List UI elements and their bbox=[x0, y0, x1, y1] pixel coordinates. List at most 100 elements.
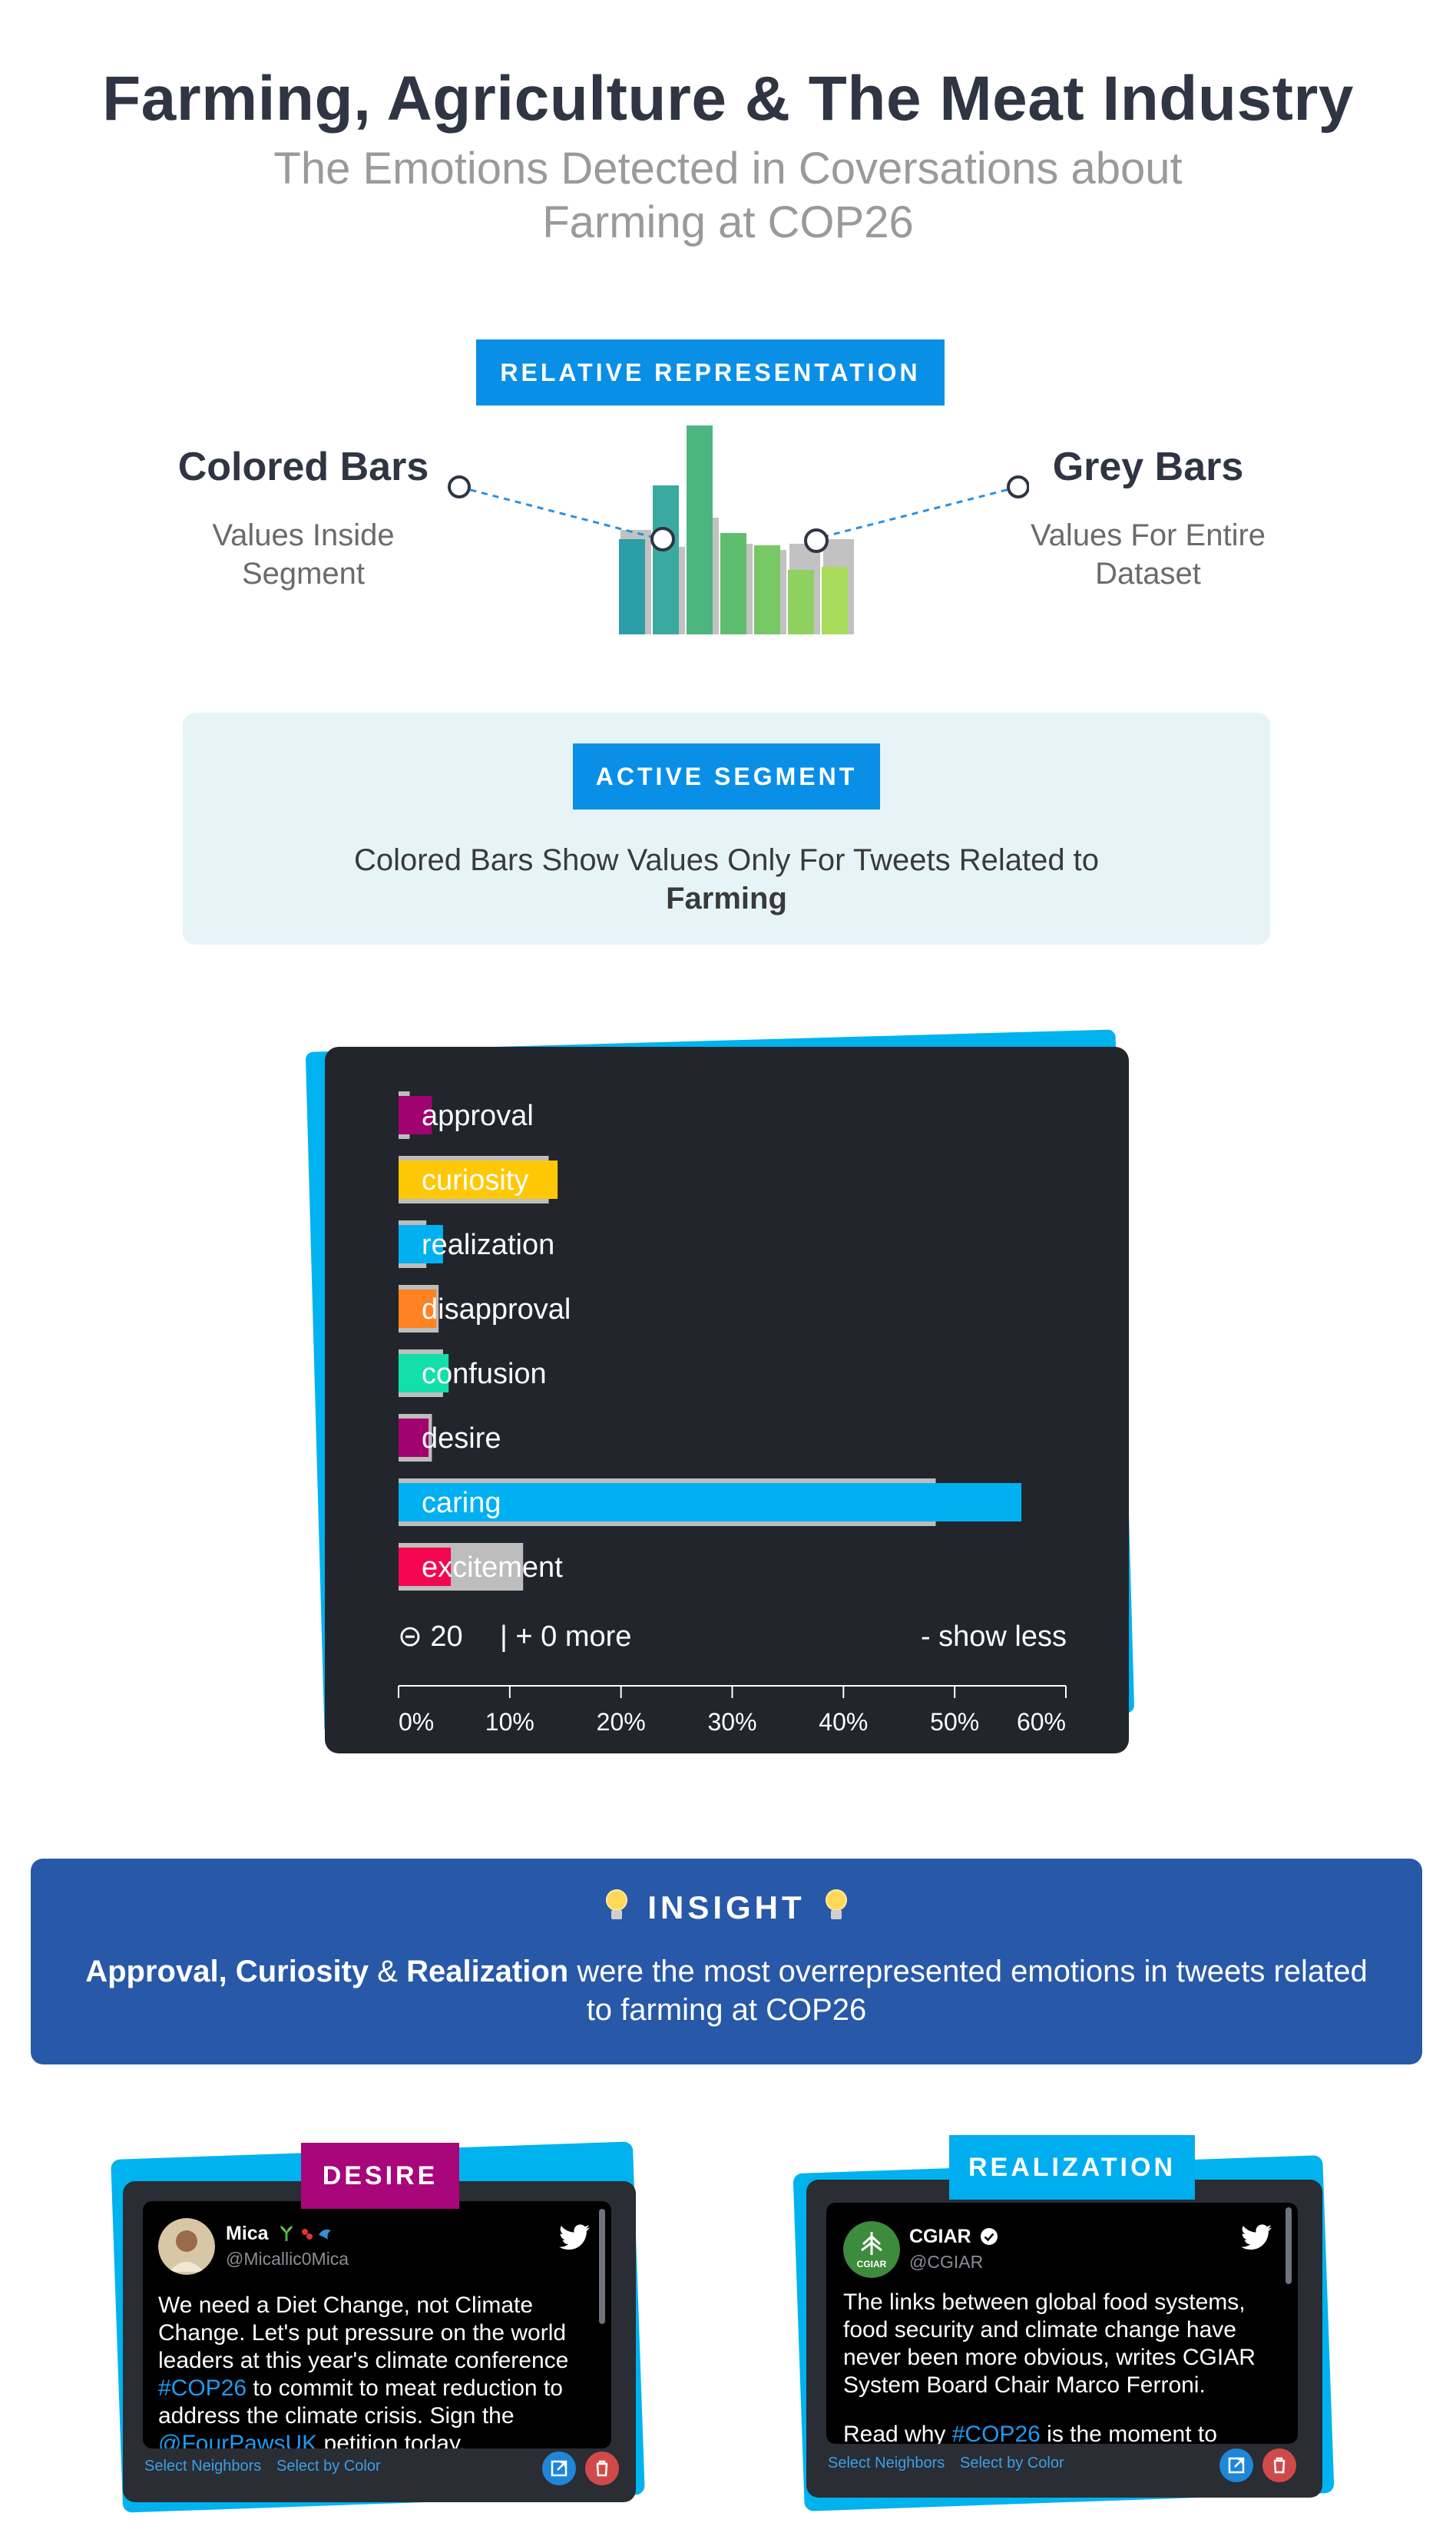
page-title: Farming, Agriculture & The Meat Industry bbox=[102, 64, 1354, 134]
x-tick-label: 10% bbox=[485, 1708, 534, 1736]
segment-bar-approval bbox=[399, 1096, 432, 1134]
legend-colored-bars bbox=[619, 425, 848, 634]
insight-emphasis-1: Approval, Curiosity bbox=[85, 1955, 369, 1988]
emotion-row-excitement[interactable]: excitement bbox=[399, 1543, 563, 1591]
tweet-text-part: The links between global food systems, f… bbox=[843, 2289, 1256, 2398]
tweet-content[interactable]: Mica @Micallic0Mica We need a Diet Chang… bbox=[143, 2201, 611, 2448]
x-tick-label: 40% bbox=[819, 1708, 868, 1736]
user-avatar[interactable]: CGIAR bbox=[843, 2221, 900, 2278]
insight-rest: were the most overrepresented emotions i… bbox=[568, 1955, 1368, 2027]
emotion-row-confusion[interactable]: confusion bbox=[399, 1349, 547, 1397]
show-less-link[interactable]: - show less bbox=[921, 1621, 1067, 1653]
author-name-text: CGIAR bbox=[909, 2226, 971, 2247]
hashtag-link[interactable]: #COP26 bbox=[158, 2375, 247, 2401]
emoji-icons bbox=[280, 2226, 331, 2241]
grey-bars-desc-line-2: Dataset bbox=[1095, 557, 1201, 591]
segment-bar-disapproval bbox=[399, 1290, 437, 1328]
category-label-curiosity: curiosity bbox=[422, 1164, 528, 1197]
select-by-color-link[interactable]: Select by Color bbox=[960, 2455, 1064, 2472]
open-tweet-button[interactable] bbox=[542, 2452, 576, 2485]
tweet-text-part: petition today. bbox=[317, 2431, 466, 2448]
insight-ampersand: & bbox=[369, 1955, 407, 1988]
tag-background bbox=[949, 2135, 1195, 2200]
colored-bars-desc-line-2: Segment bbox=[241, 557, 366, 591]
legend-colored-marker bbox=[650, 527, 675, 551]
insight-heading: INSIGHT bbox=[31, 1889, 1422, 1926]
segment-bar-curiosity bbox=[399, 1160, 558, 1199]
emotion-row-curiosity[interactable]: curiosity bbox=[399, 1156, 558, 1203]
collapse-count[interactable]: ⊝ 20 bbox=[398, 1621, 463, 1653]
delete-tweet-button[interactable] bbox=[1262, 2448, 1296, 2482]
colored-bars-description: Values Inside Segment bbox=[154, 516, 453, 593]
tweet-scrollbar[interactable] bbox=[599, 2209, 605, 2324]
tweet-emotion-tag: DESIRE bbox=[301, 2143, 459, 2209]
trash-icon bbox=[596, 2460, 608, 2477]
tweet-author-handle: @Micallic0Mica bbox=[226, 2249, 349, 2269]
insight-panel: INSIGHT Approval, Curiosity & Realizatio… bbox=[31, 1859, 1422, 2064]
segment-name: Farming bbox=[666, 882, 787, 915]
open-tweet-button[interactable] bbox=[1219, 2448, 1253, 2482]
segment-bar-excitement bbox=[399, 1548, 452, 1586]
tag-label: REALIZATION bbox=[968, 2153, 1176, 2182]
emotion-chart-card: approval curiosity realization disapproval c… bbox=[325, 1047, 1129, 1753]
chart-footer: ⊝ 20 | + 0 more - show less bbox=[398, 1621, 1067, 1653]
author-name-text: Mica bbox=[226, 2223, 269, 2244]
tag-label: DESIRE bbox=[322, 2161, 438, 2190]
tweet-text-part: We need a Diet Change, not Climate Chang… bbox=[158, 2293, 569, 2373]
colored-bars-title: Colored Bars bbox=[177, 445, 429, 489]
emotion-row-disapproval[interactable]: disapproval bbox=[399, 1285, 571, 1333]
verified-badge-icon bbox=[980, 2228, 998, 2245]
relative-representation-badge: RELATIVE REPRESENTATION bbox=[476, 339, 945, 406]
show-more-link[interactable]: | + 0 more bbox=[500, 1621, 631, 1653]
page-subtitle: The Emotions Detected in Coversations ab… bbox=[0, 142, 1456, 250]
mention-link[interactable]: @FourPawsUK bbox=[158, 2431, 318, 2448]
tweet-emotion-tag: REALIZATION bbox=[949, 2135, 1195, 2200]
subtitle-line-1: The Emotions Detected in Coversations ab… bbox=[273, 144, 1183, 194]
subtitle-line-2: Farming at COP26 bbox=[542, 197, 914, 247]
category-label-desire: desire bbox=[422, 1422, 501, 1455]
tag-background bbox=[301, 2143, 459, 2209]
tweet-text-part: is the moment to bbox=[1040, 2422, 1217, 2444]
select-neighbors-link[interactable]: Select Neighbors bbox=[828, 2455, 945, 2472]
tweet-scrollbar[interactable] bbox=[1286, 2207, 1292, 2284]
tweet-author-handle: @CGIAR bbox=[909, 2252, 984, 2272]
x-tick-label: 30% bbox=[707, 1708, 756, 1736]
category-label-approval: approval bbox=[422, 1100, 534, 1132]
user-avatar[interactable] bbox=[158, 2218, 215, 2275]
open-external-icon bbox=[1228, 2457, 1245, 2474]
grey-bars-description: Values For Entire Dataset bbox=[991, 516, 1305, 593]
emotion-row-realization[interactable]: realization bbox=[399, 1220, 554, 1268]
tweet-text-part: to commit to meat reduction to address t… bbox=[158, 2375, 563, 2428]
insight-emphasis-2: Realization bbox=[406, 1955, 569, 1988]
segment-bar-confusion bbox=[399, 1354, 449, 1392]
segment-bar-desire bbox=[399, 1419, 429, 1457]
legend-bars-illustration bbox=[448, 425, 1029, 634]
segment-bar-realization bbox=[399, 1225, 443, 1263]
tweet-author-name: Mica bbox=[226, 2223, 333, 2245]
delete-tweet-button[interactable] bbox=[585, 2452, 619, 2485]
emotion-row-approval[interactable]: approval bbox=[399, 1091, 534, 1139]
category-label-excitement: excitement bbox=[422, 1551, 563, 1584]
category-label-disapproval: disapproval bbox=[422, 1293, 571, 1326]
chart-bars-group: approval curiosity realization disapproval c… bbox=[399, 1091, 1022, 1591]
category-label-caring: caring bbox=[422, 1487, 501, 1519]
emotion-row-caring[interactable]: caring bbox=[399, 1478, 1022, 1526]
legend-connectors bbox=[458, 485, 1019, 541]
category-label-realization: realization bbox=[422, 1229, 554, 1261]
tweet-content[interactable]: CGIAR CGIAR @CGIAR The links between glo… bbox=[826, 2203, 1298, 2444]
tweet-text-part: Read why bbox=[843, 2422, 952, 2444]
emotion-row-desire[interactable]: desire bbox=[399, 1414, 501, 1462]
select-neighbors-link[interactable]: Select Neighbors bbox=[144, 2458, 262, 2475]
legend-left-dot bbox=[448, 475, 471, 498]
grey-bars-title: Grey Bars bbox=[1052, 445, 1244, 489]
x-tick-label: 60% bbox=[1017, 1708, 1066, 1736]
select-by-color-link[interactable]: Select by Color bbox=[276, 2458, 381, 2475]
x-tick-label: 50% bbox=[930, 1708, 979, 1736]
hashtag-link[interactable]: #COP26 bbox=[951, 2422, 1041, 2444]
legend-right-dot bbox=[1007, 475, 1029, 498]
segment-text-line: Colored Bars Show Values Only For Tweets… bbox=[353, 843, 1100, 877]
insight-text: Approval, Curiosity & Realization were t… bbox=[77, 1952, 1376, 2029]
segment-bar-caring bbox=[399, 1483, 1022, 1521]
avatar-text: CGIAR bbox=[857, 2259, 887, 2270]
tweet-text: We need a Diet Change, not Climate Chang… bbox=[158, 2292, 588, 2448]
